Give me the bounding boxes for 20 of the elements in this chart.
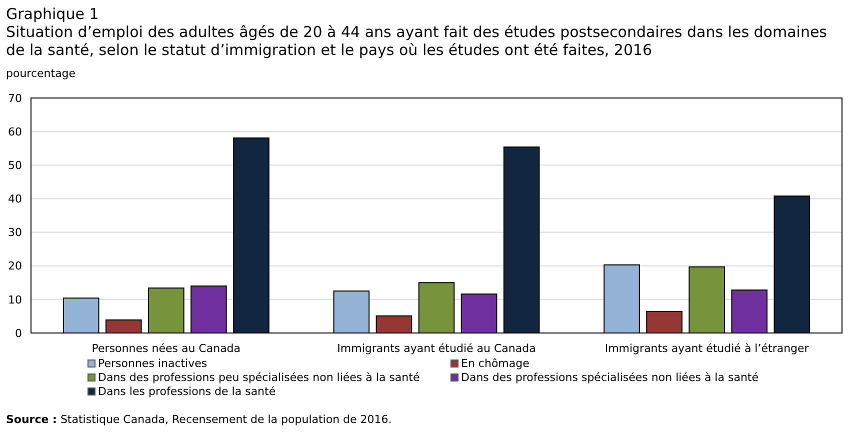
y-axis-title: pourcentage bbox=[6, 67, 76, 80]
x-tick-label: Immigrants ayant étudié à l’étranger bbox=[604, 342, 810, 355]
source-note: Source : Statistique Canada, Recensement de la population de 2016. bbox=[6, 413, 392, 426]
chart-subtitle: Situation d’emploi des adultes âgés de 20 à 44 ans ayant fait des études postsecondaires dans les domaines de la santé, selon le statut d’immigration et le pays où les études ont été faites, 2016 bbox=[6, 23, 828, 59]
y-tick-label: 10 bbox=[8, 293, 22, 306]
y-tick-label: 70 bbox=[8, 92, 22, 105]
legend-label: En chômage bbox=[461, 357, 530, 370]
legend-label: Dans des professions spécialisées non liées à la santé bbox=[461, 371, 759, 384]
y-tick-label: 20 bbox=[8, 260, 22, 273]
y-tick-label: 60 bbox=[8, 125, 22, 138]
y-tick-label: 50 bbox=[8, 158, 22, 172]
x-tick-label: Personnes nées au Canada bbox=[92, 342, 241, 355]
x-tick-label: Immigrants ayant étudié au Canada bbox=[337, 342, 536, 355]
legend-label: Personnes inactives bbox=[98, 357, 208, 370]
y-tick-label: 0 bbox=[15, 326, 22, 340]
chart-title: Graphique 1 bbox=[6, 5, 99, 23]
y-tick-label: 40 bbox=[8, 192, 22, 206]
legend-label: Dans des professions peu spécialisées non liées à la santé bbox=[98, 371, 420, 384]
y-tick-label: 30 bbox=[8, 226, 22, 240]
legend-label: Dans les professions de la santé bbox=[98, 385, 276, 398]
